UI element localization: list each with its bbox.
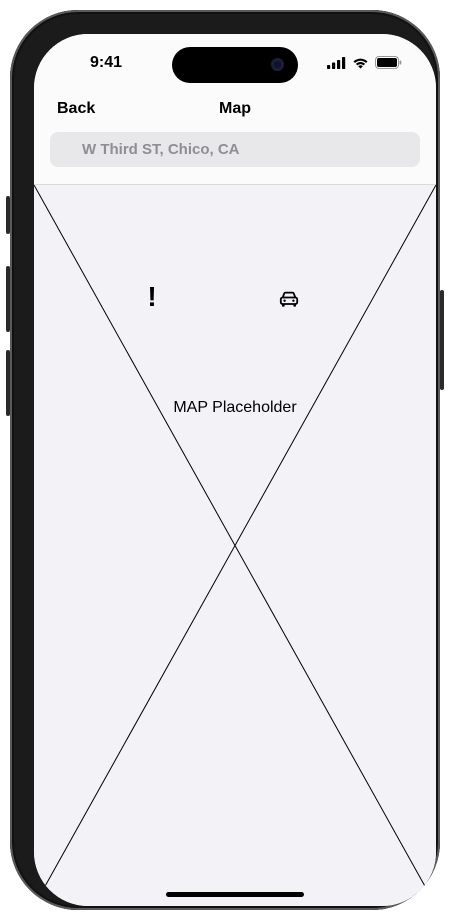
search-input-value: W Third ST, Chico, CA: [82, 141, 240, 158]
status-icons: [327, 56, 402, 69]
battery-icon: [375, 56, 402, 69]
map-placeholder-label: MAP Placeholder: [173, 399, 297, 416]
power-button: [440, 290, 444, 390]
status-bar: 9:41: [34, 34, 436, 96]
action-button: [6, 196, 10, 234]
car-icon[interactable]: [277, 287, 301, 311]
volume-up-button: [6, 266, 10, 332]
back-button[interactable]: Back: [57, 100, 96, 117]
wifi-icon: [353, 58, 368, 69]
navigation-bar: Back Map W Third ST, Chico, CA: [34, 96, 436, 185]
dynamic-island: [172, 47, 298, 83]
search-input[interactable]: W Third ST, Chico, CA: [50, 132, 420, 167]
cross-line-b: [34, 185, 436, 906]
placeholder-cross: [34, 185, 436, 906]
front-camera-icon: [271, 58, 284, 71]
phone-screen: 9:41: [34, 34, 436, 906]
page-title: Map: [219, 100, 251, 117]
phone-frame: 9:41: [10, 10, 440, 910]
cellular-signal-icon: [327, 56, 346, 69]
status-time: 9:41: [90, 54, 123, 71]
exclamation-icon[interactable]: !: [147, 281, 157, 312]
volume-down-button: [6, 350, 10, 416]
home-indicator[interactable]: [166, 892, 304, 897]
map-placeholder[interactable]: ! MAP Placeholder: [34, 185, 436, 906]
